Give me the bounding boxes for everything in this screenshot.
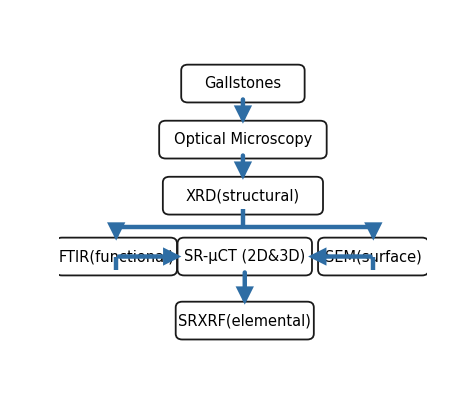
Text: XRD(structural): XRD(structural) xyxy=(186,188,300,203)
FancyBboxPatch shape xyxy=(181,64,305,102)
Text: FTIR(functional): FTIR(functional) xyxy=(58,249,174,264)
FancyBboxPatch shape xyxy=(176,302,314,339)
Text: Optical Microscopy: Optical Microscopy xyxy=(174,132,312,147)
FancyBboxPatch shape xyxy=(159,121,327,158)
FancyBboxPatch shape xyxy=(318,238,428,275)
FancyBboxPatch shape xyxy=(163,177,323,215)
FancyBboxPatch shape xyxy=(178,238,312,275)
Text: SR-μCT (2D&3D): SR-μCT (2D&3D) xyxy=(184,249,305,264)
Text: Gallstones: Gallstones xyxy=(204,76,282,91)
Text: SRXRF(elemental): SRXRF(elemental) xyxy=(178,313,311,328)
FancyBboxPatch shape xyxy=(55,238,177,275)
Text: SEM(surface): SEM(surface) xyxy=(325,249,422,264)
